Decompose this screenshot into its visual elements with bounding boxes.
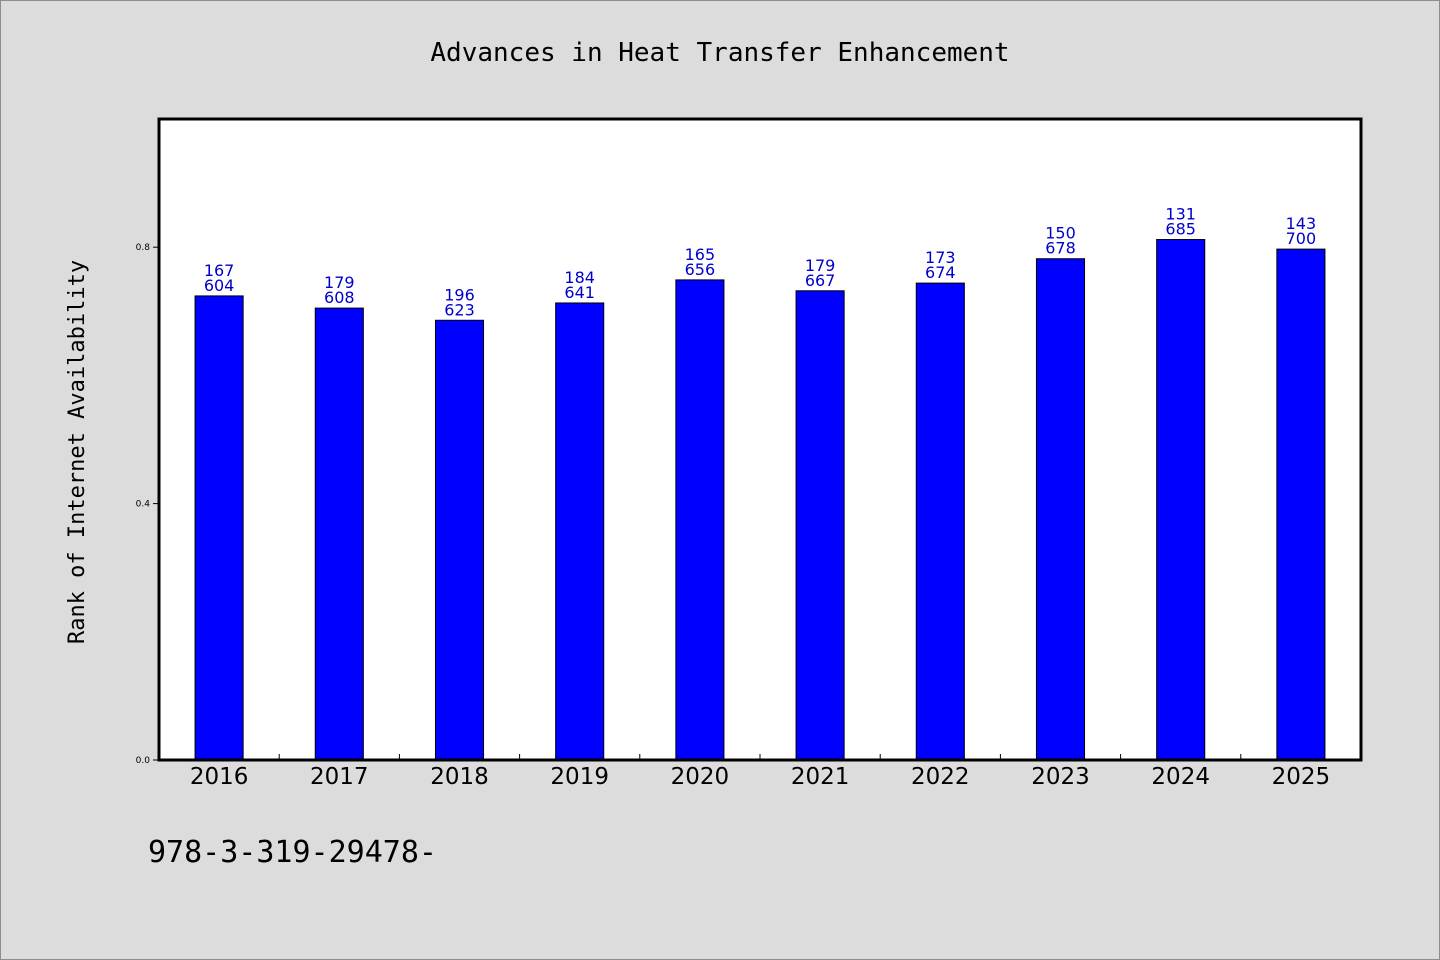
bar-label-top-2020: 165 (685, 245, 716, 264)
x-tick-label-2018: 2018 (430, 764, 489, 790)
bar-2023 (1035, 258, 1086, 761)
y-ticks-group: 0.0 0.4 0.8 (136, 243, 159, 766)
bar-label-bottom-2020: 656 (685, 260, 716, 279)
bar-label-top-2016: 167 (204, 261, 235, 280)
bar-label-top-2018: 196 (444, 285, 475, 304)
bar-label-bottom-2025: 700 (1286, 229, 1317, 248)
x-tick-label-2020: 2020 (671, 764, 730, 790)
bars-group (194, 239, 1326, 761)
x-tick-label-2025: 2025 (1272, 764, 1331, 790)
bar-label-bottom-2024: 685 (1165, 220, 1196, 239)
x-tick-label-2023: 2023 (1031, 764, 1090, 790)
bar-2017 (314, 307, 364, 761)
bar-label-top-2019: 184 (564, 268, 595, 287)
x-tick-label-2019: 2019 (550, 764, 609, 790)
bar-label-top-2023: 150 (1045, 224, 1076, 243)
y-tick-label: 0.0 (136, 756, 151, 766)
bar-label-top-2022: 173 (925, 248, 956, 267)
bar-2018 (434, 319, 485, 761)
bar-label-bottom-2019: 641 (564, 283, 595, 302)
bar-label-bottom-2023: 678 (1045, 239, 1076, 258)
bar-2019 (555, 302, 605, 761)
bar-2021 (795, 290, 845, 761)
chart-title: Advances in Heat Transfer Enhancement (430, 38, 1009, 68)
bar-label-bottom-2021: 667 (805, 271, 836, 290)
x-tick-label-2017: 2017 (310, 764, 369, 790)
x-tick-label-2016: 2016 (190, 764, 249, 790)
bar-label-top-2025: 143 (1286, 214, 1317, 233)
bar-2022 (915, 282, 965, 761)
x-tick-label-2022: 2022 (911, 764, 970, 790)
y-axis-label: Rank of Internet Availability (65, 260, 90, 644)
x-ticks-group: 2016 2017 2018 2019 2020 2021 2022 2023 2024 2025 (190, 754, 1330, 790)
x-tick-label-2024: 2024 (1151, 764, 1210, 790)
bar-label-bottom-2017: 608 (324, 288, 355, 307)
footer-code: 978-3-319-29478- (148, 835, 437, 870)
bar-label-bottom-2022: 674 (925, 263, 956, 282)
y-tick-label: 0.4 (136, 500, 151, 510)
bar-label-top-2021: 179 (805, 256, 836, 275)
bar-2025 (1276, 248, 1326, 761)
bar-label-top-2024: 131 (1165, 205, 1196, 224)
bar-2020 (675, 279, 725, 761)
plot-border (157, 117, 1363, 762)
bar-label-bottom-2018: 623 (444, 300, 475, 319)
x-tick-label-2021: 2021 (791, 764, 850, 790)
bar-label-top-2017: 179 (324, 273, 355, 292)
y-tick-label: 0.8 (136, 243, 151, 253)
bar-label-bottom-2016: 604 (204, 276, 235, 295)
bar-2016 (194, 295, 244, 761)
bar-2024 (1156, 239, 1206, 761)
